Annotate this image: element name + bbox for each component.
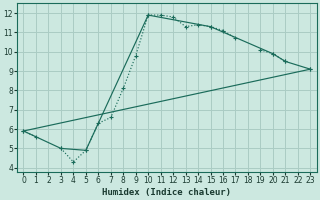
X-axis label: Humidex (Indice chaleur): Humidex (Indice chaleur) bbox=[102, 188, 231, 197]
